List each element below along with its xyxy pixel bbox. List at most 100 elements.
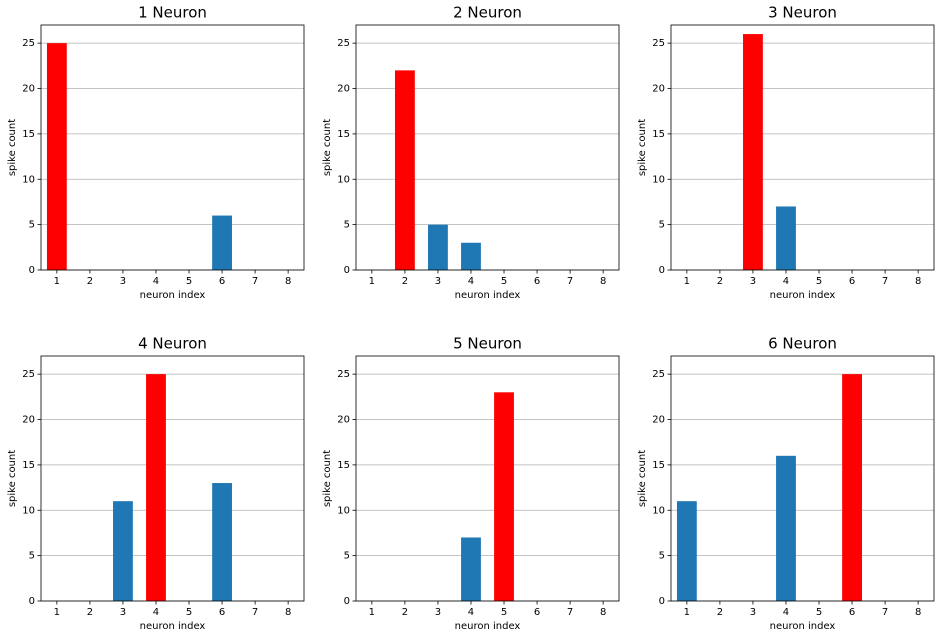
bar bbox=[494, 392, 514, 601]
x-tick-label: 8 bbox=[915, 607, 921, 618]
x-tick-label: 6 bbox=[219, 276, 225, 287]
x-tick-label: 6 bbox=[534, 276, 540, 287]
y-tick-label: 20 bbox=[652, 84, 665, 95]
axes-frame bbox=[670, 24, 935, 271]
x-tick-label: 5 bbox=[816, 607, 822, 618]
x-tick-label: 4 bbox=[783, 607, 789, 618]
y-tick-label: 10 bbox=[22, 174, 35, 185]
x-tick-label: 2 bbox=[402, 276, 408, 287]
axes-frame bbox=[40, 24, 305, 271]
y-tick-label: 0 bbox=[659, 265, 665, 276]
y-tick-label: 5 bbox=[344, 551, 350, 562]
axes-frame bbox=[40, 355, 305, 602]
x-tick-label: 4 bbox=[783, 276, 789, 287]
chart-title: 3 Neuron bbox=[768, 4, 837, 22]
y-axis-label: spike count bbox=[637, 450, 648, 507]
chart-title: 5 Neuron bbox=[453, 335, 522, 353]
axes-frame bbox=[355, 24, 620, 271]
bar bbox=[394, 70, 415, 271]
x-tick-label: 3 bbox=[120, 276, 126, 287]
bar bbox=[776, 455, 796, 601]
y-tick-label: 5 bbox=[659, 220, 665, 231]
y-tick-label: 25 bbox=[22, 369, 35, 380]
y-tick-label: 5 bbox=[344, 220, 350, 231]
bar bbox=[842, 374, 862, 601]
y-tick-label: 20 bbox=[337, 84, 350, 95]
x-tick-label: 6 bbox=[534, 607, 540, 618]
y-tick-label: 20 bbox=[22, 84, 35, 95]
bar bbox=[461, 537, 481, 601]
x-tick-label: 4 bbox=[468, 276, 474, 287]
y-axis-label: spike count bbox=[322, 450, 333, 507]
x-tick-label: 6 bbox=[849, 276, 855, 287]
x-tick-label: 7 bbox=[567, 276, 573, 287]
x-tick-label: 5 bbox=[816, 276, 822, 287]
x-tick-label: 2 bbox=[87, 276, 93, 287]
y-tick-label: 10 bbox=[22, 505, 35, 516]
x-tick-label: 1 bbox=[369, 276, 375, 287]
x-tick-label: 5 bbox=[186, 276, 192, 287]
chart-title: 2 Neuron bbox=[453, 4, 522, 22]
x-tick-label: 6 bbox=[219, 607, 225, 618]
y-tick-label: 25 bbox=[337, 38, 350, 49]
x-tick-label: 3 bbox=[120, 607, 126, 618]
y-tick-label: 10 bbox=[652, 174, 665, 185]
bar bbox=[146, 374, 166, 601]
x-tick-label: 7 bbox=[882, 276, 888, 287]
bar bbox=[212, 215, 232, 270]
y-tick-label: 15 bbox=[652, 460, 665, 471]
y-tick-label: 5 bbox=[29, 220, 35, 231]
x-tick-label: 7 bbox=[882, 607, 888, 618]
y-tick-label: 15 bbox=[22, 129, 35, 140]
x-tick-label: 5 bbox=[501, 607, 507, 618]
bar bbox=[212, 483, 232, 601]
x-tick-label: 4 bbox=[153, 276, 159, 287]
x-tick-label: 3 bbox=[435, 607, 441, 618]
chart-title: 6 Neuron bbox=[768, 335, 837, 353]
x-axis-label: neuron index bbox=[140, 290, 206, 301]
y-tick-label: 5 bbox=[659, 551, 665, 562]
y-tick-label: 20 bbox=[652, 415, 665, 426]
y-tick-label: 10 bbox=[652, 505, 665, 516]
x-axis-label: neuron index bbox=[770, 290, 836, 301]
x-tick-label: 1 bbox=[369, 607, 375, 618]
bar bbox=[428, 224, 448, 270]
y-tick-label: 20 bbox=[22, 415, 35, 426]
x-tick-label: 5 bbox=[501, 276, 507, 287]
y-axis-label: spike count bbox=[7, 450, 18, 507]
y-tick-label: 0 bbox=[29, 265, 35, 276]
bar bbox=[676, 501, 697, 601]
y-tick-label: 20 bbox=[337, 415, 350, 426]
bar bbox=[461, 242, 481, 270]
y-tick-label: 15 bbox=[337, 460, 350, 471]
x-tick-label: 8 bbox=[600, 276, 606, 287]
x-tick-label: 7 bbox=[252, 607, 258, 618]
y-tick-label: 0 bbox=[344, 596, 350, 607]
x-tick-label: 3 bbox=[435, 276, 441, 287]
x-axis-label: neuron index bbox=[140, 621, 206, 632]
x-tick-label: 1 bbox=[54, 607, 60, 618]
x-tick-label: 2 bbox=[87, 607, 93, 618]
x-tick-label: 2 bbox=[717, 276, 723, 287]
x-tick-label: 7 bbox=[567, 607, 573, 618]
y-tick-label: 10 bbox=[337, 174, 350, 185]
x-tick-label: 4 bbox=[153, 607, 159, 618]
bar bbox=[743, 34, 763, 271]
y-tick-label: 15 bbox=[22, 460, 35, 471]
x-tick-label: 2 bbox=[402, 607, 408, 618]
x-axis-label: neuron index bbox=[770, 621, 836, 632]
x-tick-label: 8 bbox=[600, 607, 606, 618]
chart-title: 1 Neuron bbox=[138, 4, 207, 22]
x-tick-label: 8 bbox=[915, 276, 921, 287]
y-tick-label: 25 bbox=[337, 369, 350, 380]
x-tick-label: 2 bbox=[717, 607, 723, 618]
x-tick-label: 3 bbox=[750, 607, 756, 618]
x-tick-label: 1 bbox=[684, 276, 690, 287]
y-tick-label: 25 bbox=[652, 369, 665, 380]
y-tick-label: 10 bbox=[337, 505, 350, 516]
x-tick-label: 1 bbox=[54, 276, 60, 287]
axes-frame bbox=[355, 355, 620, 602]
y-tick-label: 25 bbox=[22, 38, 35, 49]
x-tick-label: 4 bbox=[468, 607, 474, 618]
